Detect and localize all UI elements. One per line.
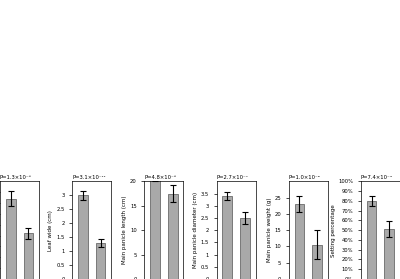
Text: C: C	[4, 82, 11, 92]
Bar	[240, 218, 250, 279]
Text: D: D	[4, 128, 12, 138]
Text: P=4.8×10⁻⁶: P=4.8×10⁻⁶	[144, 175, 176, 180]
Text: F: F	[168, 2, 175, 12]
Text: P=7.4×10⁻⁴: P=7.4×10⁻⁴	[361, 175, 393, 180]
Bar	[6, 199, 16, 279]
Bar	[384, 229, 394, 279]
Text: P=1.0×10⁻⁹: P=1.0×10⁻⁹	[289, 175, 321, 180]
Bar	[312, 245, 322, 279]
Bar	[168, 194, 178, 279]
Y-axis label: Leaf wide (cm): Leaf wide (cm)	[48, 210, 54, 251]
Bar	[78, 195, 88, 279]
Y-axis label: Setting percentage: Setting percentage	[330, 204, 336, 257]
Text: B: B	[80, 2, 87, 12]
Y-axis label: Main panicle diameter (cm): Main panicle diameter (cm)	[193, 192, 198, 268]
Bar	[294, 204, 304, 279]
Text: P=2.7×10⁻⁷: P=2.7×10⁻⁷	[216, 175, 248, 180]
Bar	[367, 201, 376, 279]
Text: A: A	[4, 2, 12, 12]
Text: P=3.1×10⁻¹¹: P=3.1×10⁻¹¹	[72, 175, 106, 180]
Text: G: G	[272, 2, 280, 12]
Bar	[222, 196, 232, 279]
Bar	[150, 177, 160, 279]
Text: P=1.3×10⁻⁶: P=1.3×10⁻⁶	[0, 175, 32, 180]
Bar	[24, 234, 33, 279]
Y-axis label: Main panicle length (cm): Main panicle length (cm)	[122, 196, 127, 264]
Bar	[96, 243, 106, 279]
Y-axis label: Main panicle weight (g): Main panicle weight (g)	[267, 198, 272, 263]
